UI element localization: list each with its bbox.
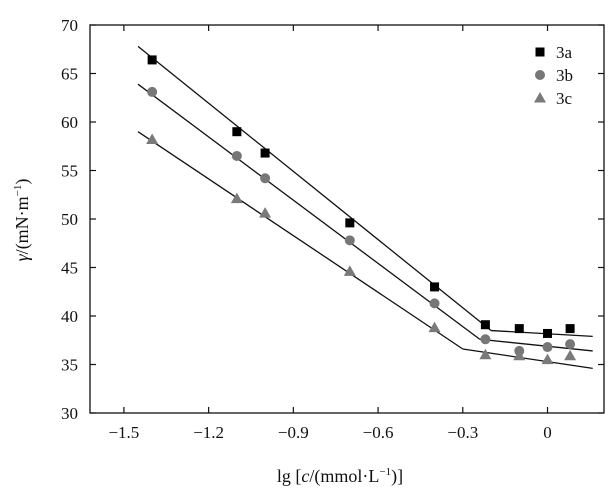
- y-tick-label: 40: [61, 307, 78, 326]
- data-point-3a: [345, 218, 355, 228]
- data-point-3a: [260, 148, 270, 158]
- data-point-3b: [260, 173, 271, 184]
- y-tick-label: 30: [61, 404, 78, 423]
- x-tick-label: −0.3: [447, 423, 478, 442]
- data-markers: [146, 55, 577, 365]
- data-point-3a: [543, 328, 553, 338]
- legend-label-3c: 3c: [556, 89, 573, 108]
- legend-marker-3b: [535, 70, 545, 80]
- y-axis-title: γ/(mN·m−1): [12, 179, 33, 262]
- legend-label-3b: 3b: [556, 66, 573, 85]
- data-point-3b: [542, 342, 553, 353]
- y-tick-label: 45: [61, 259, 78, 278]
- fit-line-3c: [137, 131, 464, 350]
- x-tick-label: −0.6: [363, 423, 394, 442]
- y-tick-label: 35: [61, 356, 78, 375]
- legend-label-3a: 3a: [556, 43, 573, 62]
- data-point-3c: [230, 192, 243, 204]
- legend-marker-3c: [534, 92, 546, 103]
- y-tick-label: 60: [61, 113, 78, 132]
- data-point-3b: [344, 235, 355, 246]
- fit-line-3b: [137, 83, 481, 340]
- y-axis: 30 35 40 45 50 55 60 65 70: [61, 16, 604, 423]
- data-point-3c: [259, 207, 272, 218]
- x-axis: −1.5−1.2−0.9−0.6−0.300.3: [108, 25, 552, 442]
- data-point-3c: [146, 133, 159, 144]
- data-point-3a: [514, 324, 524, 334]
- y-tick-label: 50: [61, 210, 78, 229]
- data-point-3b: [480, 334, 491, 345]
- data-point-3b: [147, 86, 158, 97]
- x-tick-label: −1.5: [108, 423, 139, 442]
- y-tick-label: 55: [61, 162, 78, 181]
- data-point-3a: [480, 320, 490, 330]
- y-tick-label: 65: [61, 65, 78, 84]
- x-tick-label: −0.9: [278, 423, 309, 442]
- fit-line-3b: [479, 338, 593, 352]
- data-point-3b: [565, 339, 576, 350]
- data-point-3b: [231, 150, 242, 161]
- x-axis-title: lg [c/(mmol·L−1)]: [277, 466, 403, 487]
- legend: 3a 3b 3c: [534, 43, 573, 108]
- data-point-3a: [565, 324, 575, 334]
- x-tick-label: −1.2: [193, 423, 224, 442]
- data-point-3c: [564, 349, 577, 361]
- legend-marker-3a: [535, 47, 545, 57]
- y-tick-label: 70: [61, 16, 78, 35]
- data-point-3c: [479, 348, 492, 360]
- fit-lines: [137, 45, 593, 370]
- data-point-3c: [541, 353, 554, 365]
- data-point-3a: [430, 282, 440, 292]
- data-point-3b: [429, 298, 440, 309]
- data-point-3a: [232, 127, 242, 137]
- x-tick-label: 0: [543, 423, 552, 442]
- data-point-3c: [428, 321, 441, 333]
- fit-line-3a: [490, 329, 593, 338]
- data-point-3c: [343, 265, 356, 276]
- data-point-3c: [513, 349, 526, 361]
- data-point-3a: [147, 55, 157, 65]
